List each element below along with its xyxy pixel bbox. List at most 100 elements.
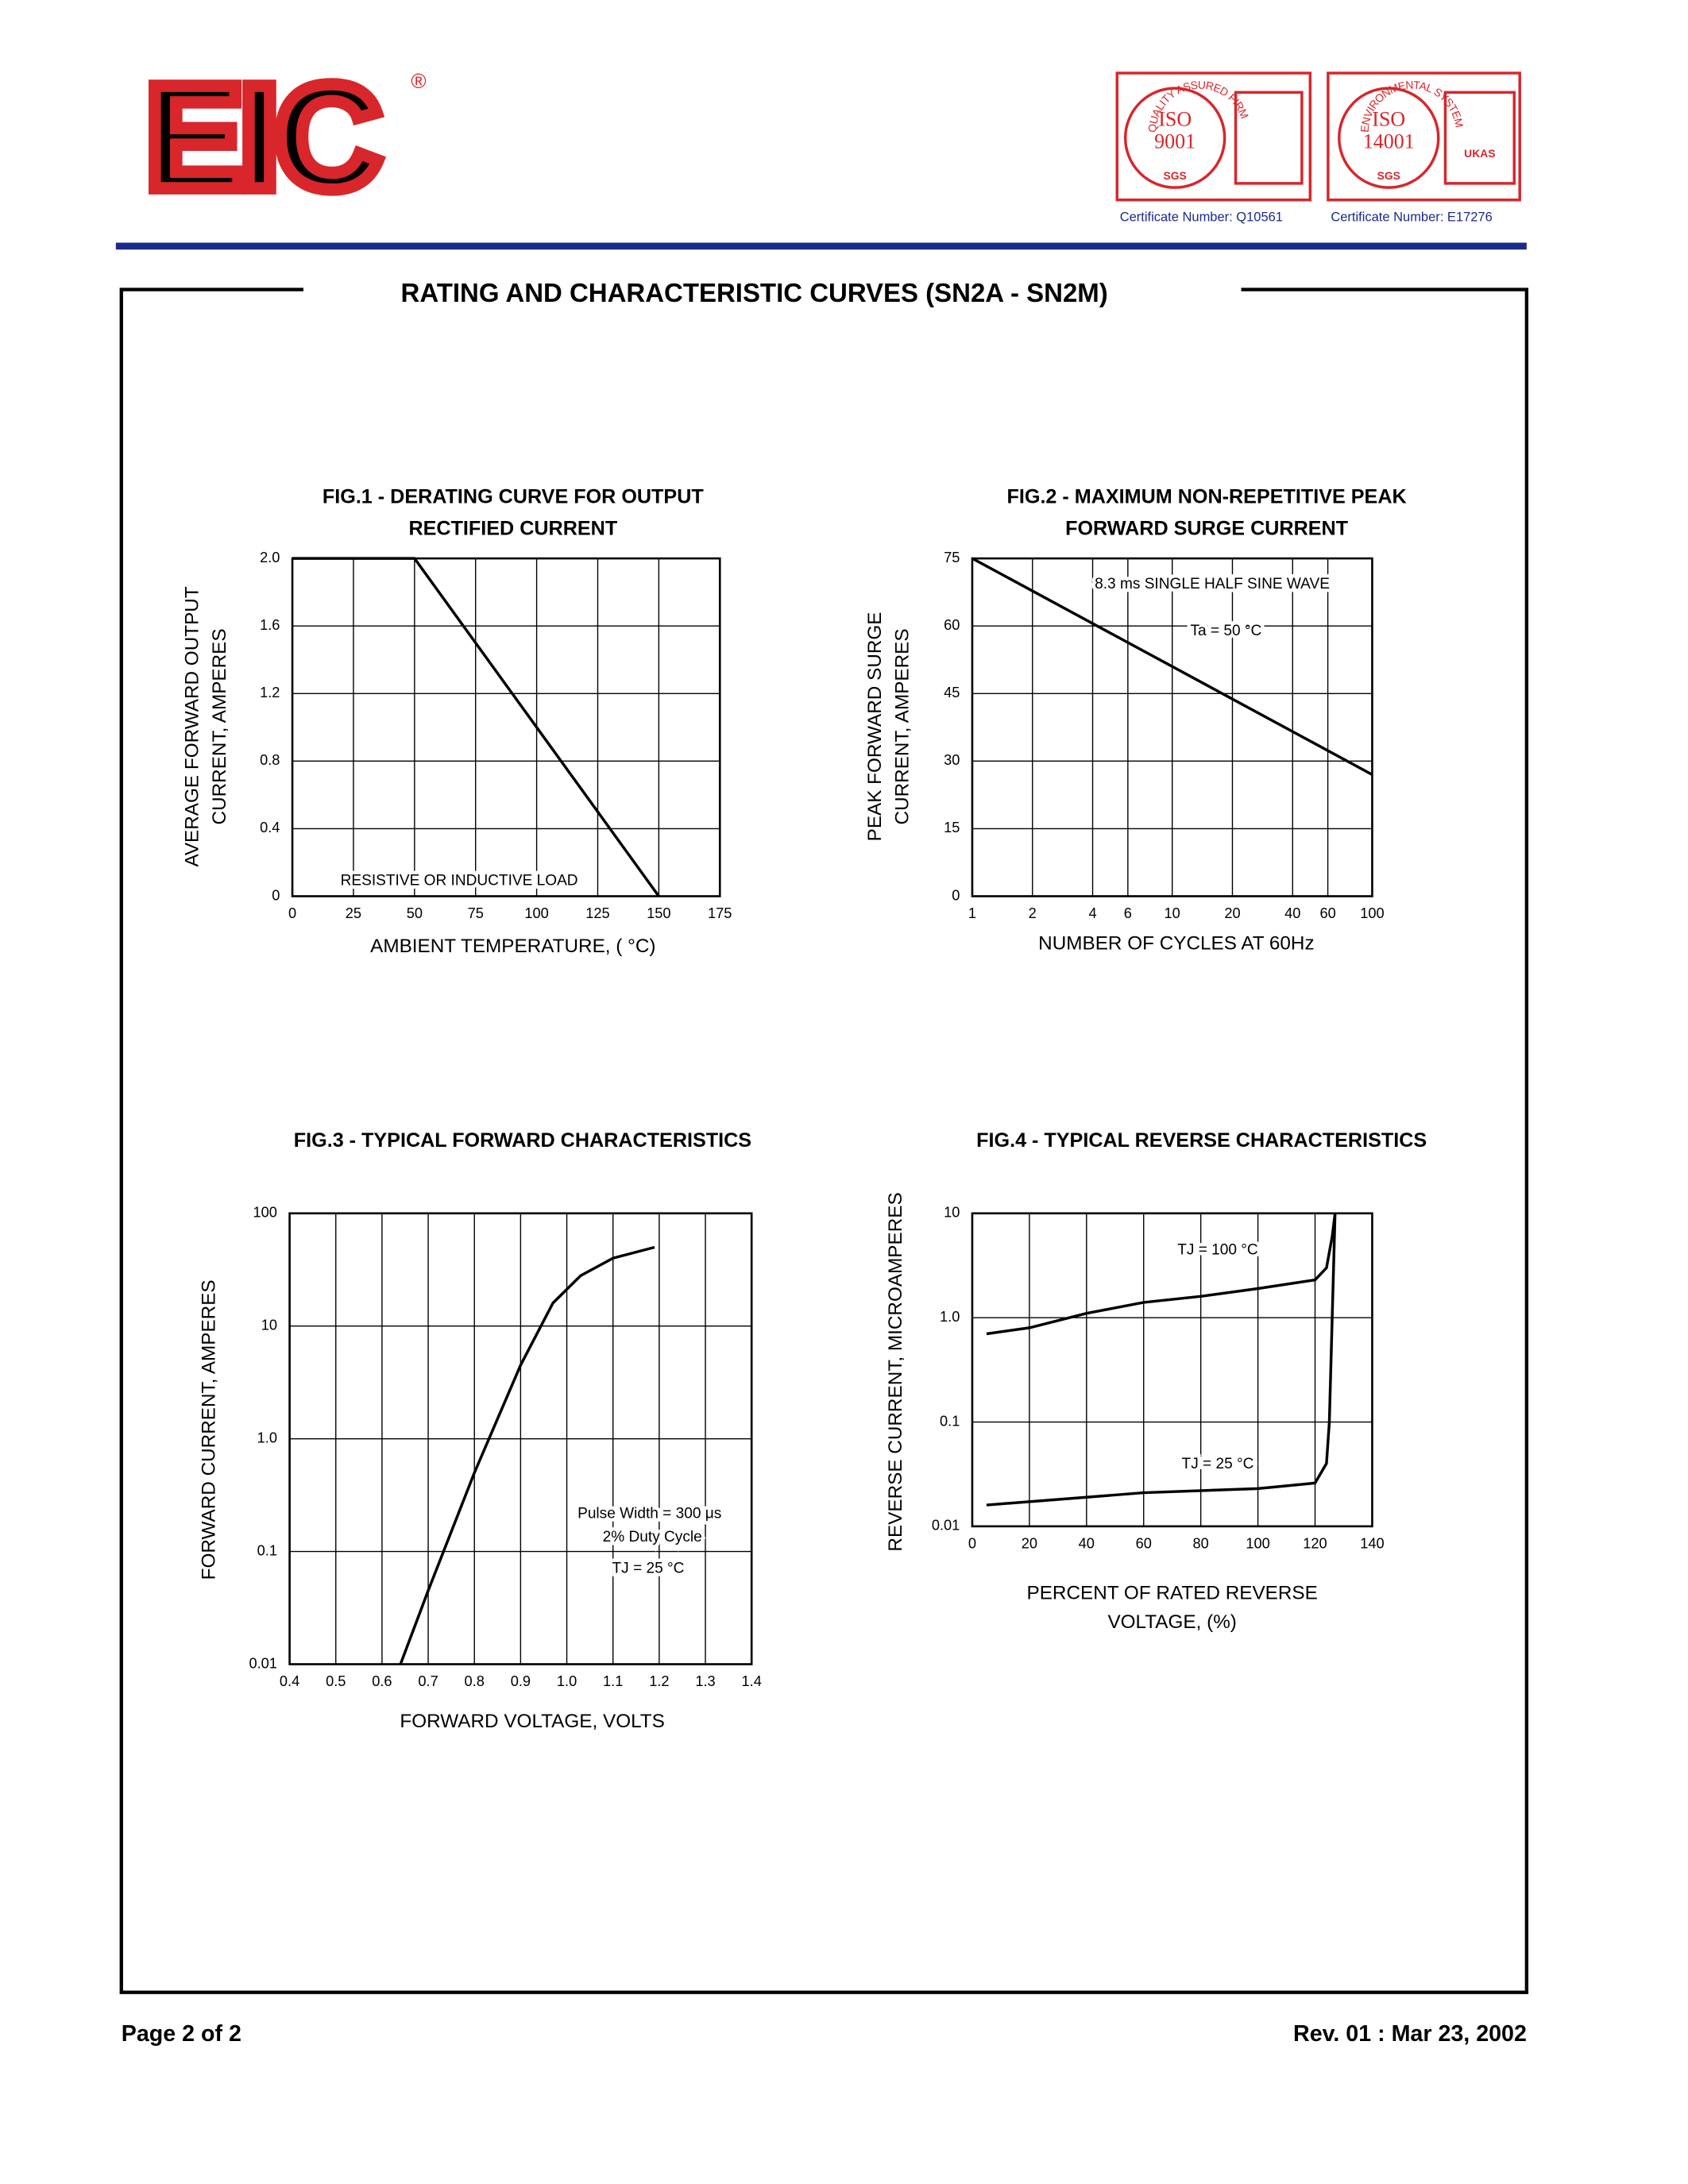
x-tick-label: 40: [1284, 905, 1300, 921]
x-axis-label: AMBIENT TEMPERATURE, ( °C): [370, 936, 655, 957]
y-axis-label: REVERSE CURRENT, MICROAMPERES: [885, 1192, 906, 1551]
badge-iso: ISO: [1372, 108, 1405, 131]
data-line: [986, 1213, 1337, 1507]
x-tick-label: 150: [647, 905, 670, 921]
footer-page: Page 2 of 2: [122, 2021, 241, 2047]
x-tick-label: 40: [1079, 1535, 1095, 1551]
x-tick-label: 1.4: [742, 1673, 762, 1689]
y-tick-label: 0.1: [257, 1542, 277, 1558]
chart-title: FIG.3 - TYPICAL FORWARD CHARACTERISTICS: [294, 1129, 751, 1152]
y-tick-label: 0.1: [940, 1413, 960, 1429]
y-tick-label: 0.4: [260, 820, 280, 835]
series-label: TJ = 100 °C: [1177, 1242, 1258, 1259]
y-tick-label: 0: [952, 887, 960, 903]
x-tick-label: 0: [968, 1535, 976, 1551]
logo: EIC: [145, 53, 378, 220]
x-tick-label: 4: [1088, 905, 1096, 921]
chart-title: FORWARD SURGE CURRENT: [1065, 517, 1349, 539]
y-tick-label: 10: [261, 1318, 277, 1333]
badge-mark: SGS: [1377, 169, 1400, 182]
badge-accreditor: UKAS: [1464, 147, 1495, 160]
y-tick-label: 1.0: [940, 1309, 960, 1325]
chart-title: RECTIFIED CURRENT: [408, 517, 617, 539]
x-tick-label: 75: [468, 905, 484, 921]
y-tick-label: 1.0: [257, 1430, 277, 1445]
series-label: TJ = 25 °C: [1182, 1456, 1254, 1472]
plot-frame: [291, 557, 721, 897]
x-tick-label: 0.9: [511, 1673, 531, 1689]
badge-number: 9001: [1154, 130, 1196, 153]
y-axis-label: PEAK FORWARD SURGE: [864, 612, 886, 841]
annotation: Pulse Width = 300 μs: [577, 1505, 721, 1522]
header-rule: [115, 242, 1527, 250]
badge-ring: [1123, 87, 1226, 189]
plot-frame: [971, 557, 1373, 897]
y-tick-label: 75: [944, 550, 960, 565]
x-tick-label: 0.4: [280, 1673, 299, 1689]
data-line: [399, 1245, 655, 1665]
y-tick-label: 0: [272, 887, 280, 903]
y-tick-label: 0.01: [249, 1655, 276, 1671]
x-tick-label: 60: [1319, 905, 1335, 921]
badge-iso: ISO: [1158, 108, 1192, 131]
x-tick-label: 60: [1136, 1535, 1152, 1551]
chart-title: FIG.1 - DERATING CURVE FOR OUTPUT: [323, 485, 704, 507]
y-axis-label: FORWARD CURRENT, AMPERES: [198, 1279, 219, 1580]
x-tick-label: 6: [1124, 905, 1132, 921]
x-tick-label: 20: [1224, 905, 1240, 921]
annotation: RESISTIVE OR INDUCTIVE LOAD: [341, 872, 578, 889]
page-title: RATING AND CHARACTERISTIC CURVES (SN2A -…: [401, 278, 1108, 307]
x-tick-label: 1.1: [603, 1673, 623, 1689]
y-tick-label: 1.2: [260, 685, 280, 700]
badge-mark: SGS: [1164, 169, 1187, 182]
x-tick-label: 2: [1029, 905, 1037, 921]
y-tick-label: 1.6: [260, 617, 280, 633]
x-tick-label: 100: [1246, 1535, 1269, 1551]
x-tick-label: 140: [1360, 1535, 1384, 1551]
y-tick-label: 10: [944, 1205, 960, 1221]
x-tick-label: 0.8: [465, 1673, 485, 1689]
x-tick-label: 100: [524, 905, 548, 921]
page-frame: [119, 287, 1529, 1994]
x-axis-label: FORWARD VOLTAGE, VOLTS: [400, 1711, 664, 1732]
plot-frame: [971, 1212, 1373, 1528]
x-tick-label: 100: [1360, 905, 1384, 921]
badge-box: [1443, 91, 1516, 185]
y-tick-label: 45: [944, 685, 960, 700]
y-tick-label: 2.0: [260, 550, 280, 565]
badge-ring: [1338, 87, 1440, 189]
chart-title: FIG.2 - MAXIMUM NON-REPETITIVE PEAK: [1007, 485, 1407, 507]
x-tick-label: 175: [708, 905, 732, 921]
x-tick-label: 20: [1022, 1535, 1037, 1551]
annotation: TJ = 25 °C: [612, 1561, 685, 1577]
x-tick-label: 0.5: [326, 1673, 346, 1689]
badge-frame: [1327, 71, 1521, 202]
data-line: [292, 557, 660, 897]
plot-frame: [288, 1212, 753, 1665]
y-tick-label: 30: [944, 752, 960, 768]
x-tick-label: 1.0: [557, 1673, 577, 1689]
x-tick-label: 80: [1193, 1535, 1209, 1551]
x-tick-label: 1: [968, 905, 976, 921]
y-axis-label: CURRENT, AMPERES: [892, 628, 914, 824]
y-axis-label: CURRENT, AMPERES: [209, 628, 230, 824]
annotation: 8.3 ms SINGLE HALF SINE WAVE: [1095, 576, 1330, 592]
x-tick-label: 0.6: [372, 1673, 392, 1689]
x-tick-label: 120: [1303, 1535, 1327, 1551]
annotation: 2% Duty Cycle: [603, 1529, 702, 1545]
x-tick-label: 10: [1165, 905, 1180, 921]
x-axis-label: VOLTAGE, (%): [1107, 1611, 1236, 1633]
footer-revision: Rev. 01 : Mar 23, 2002: [1293, 2021, 1527, 2047]
x-tick-label: 125: [585, 905, 609, 921]
x-axis-label: PERCENT OF RATED REVERSE: [1027, 1582, 1318, 1603]
x-tick-label: 1.3: [695, 1673, 715, 1689]
y-tick-label: 0.8: [260, 752, 280, 768]
x-tick-label: 0.7: [418, 1673, 438, 1689]
badge-box: [1234, 91, 1304, 185]
certificate-number: Certificate Number: E17276: [1331, 210, 1492, 225]
x-axis-label: NUMBER OF CYCLES AT 60Hz: [1038, 933, 1314, 955]
x-tick-label: 1.2: [649, 1673, 669, 1689]
x-tick-label: 50: [407, 905, 423, 921]
